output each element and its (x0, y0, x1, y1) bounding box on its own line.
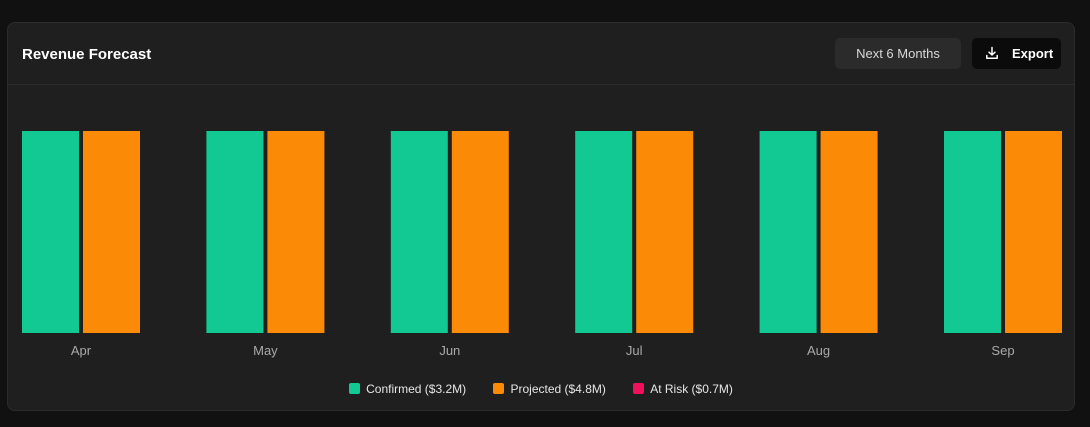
card-title: Revenue Forecast (22, 46, 152, 63)
legend-item-at-risk[interactable]: At Risk ($0.7M) (633, 381, 733, 397)
legend-item-confirmed[interactable]: Confirmed ($3.2M) (349, 381, 466, 397)
bar-confirmed-apr[interactable] (22, 131, 79, 333)
legend-swatch-projected (493, 383, 505, 394)
legend-swatch-confirmed (349, 383, 361, 394)
revenue-bar-chart: Apr May Jun Jul Aug Sep (22, 131, 1062, 358)
card-header: Revenue Forecast Next 6 Months Export (8, 23, 1074, 85)
bar-confirmed-jun[interactable] (390, 131, 448, 333)
time-range-select[interactable]: Next 6 Months (835, 38, 961, 69)
bar-projected-jun[interactable] (451, 131, 509, 333)
x-tick-label-aug: Aug (807, 343, 830, 358)
bar-confirmed-jul[interactable] (575, 131, 633, 333)
chart-legend: Confirmed ($3.2M) Projected ($4.8M) At R… (8, 381, 1074, 399)
x-tick-label-sep: Sep (991, 343, 1014, 358)
export-button[interactable]: Export (972, 38, 1061, 69)
legend-label-confirmed: Confirmed ($3.2M) (366, 382, 467, 396)
revenue-forecast-card: Revenue Forecast Next 6 Months Export Ap… (7, 22, 1075, 411)
download-icon (986, 46, 998, 60)
bar-projected-apr[interactable] (83, 131, 140, 333)
bar-confirmed-sep[interactable] (944, 131, 1001, 333)
bar-projected-jul[interactable] (636, 131, 694, 333)
legend-label-at-risk: At Risk ($0.7M) (650, 382, 733, 396)
bar-confirmed-aug[interactable] (759, 131, 817, 333)
legend-item-projected[interactable]: Projected ($4.8M) (493, 381, 606, 397)
x-tick-label-may: May (253, 343, 278, 358)
x-tick-label-apr: Apr (71, 343, 92, 358)
x-tick-label-jun: Jun (439, 343, 460, 358)
legend-label-projected: Projected ($4.8M) (510, 382, 606, 396)
bar-projected-may[interactable] (267, 131, 325, 333)
bar-projected-aug[interactable] (820, 131, 878, 333)
bar-confirmed-may[interactable] (206, 131, 264, 333)
legend-swatch-at-risk (633, 383, 645, 394)
x-tick-label-jul: Jul (626, 343, 643, 358)
export-button-label: Export (1012, 46, 1054, 61)
bar-projected-sep[interactable] (1005, 131, 1062, 333)
